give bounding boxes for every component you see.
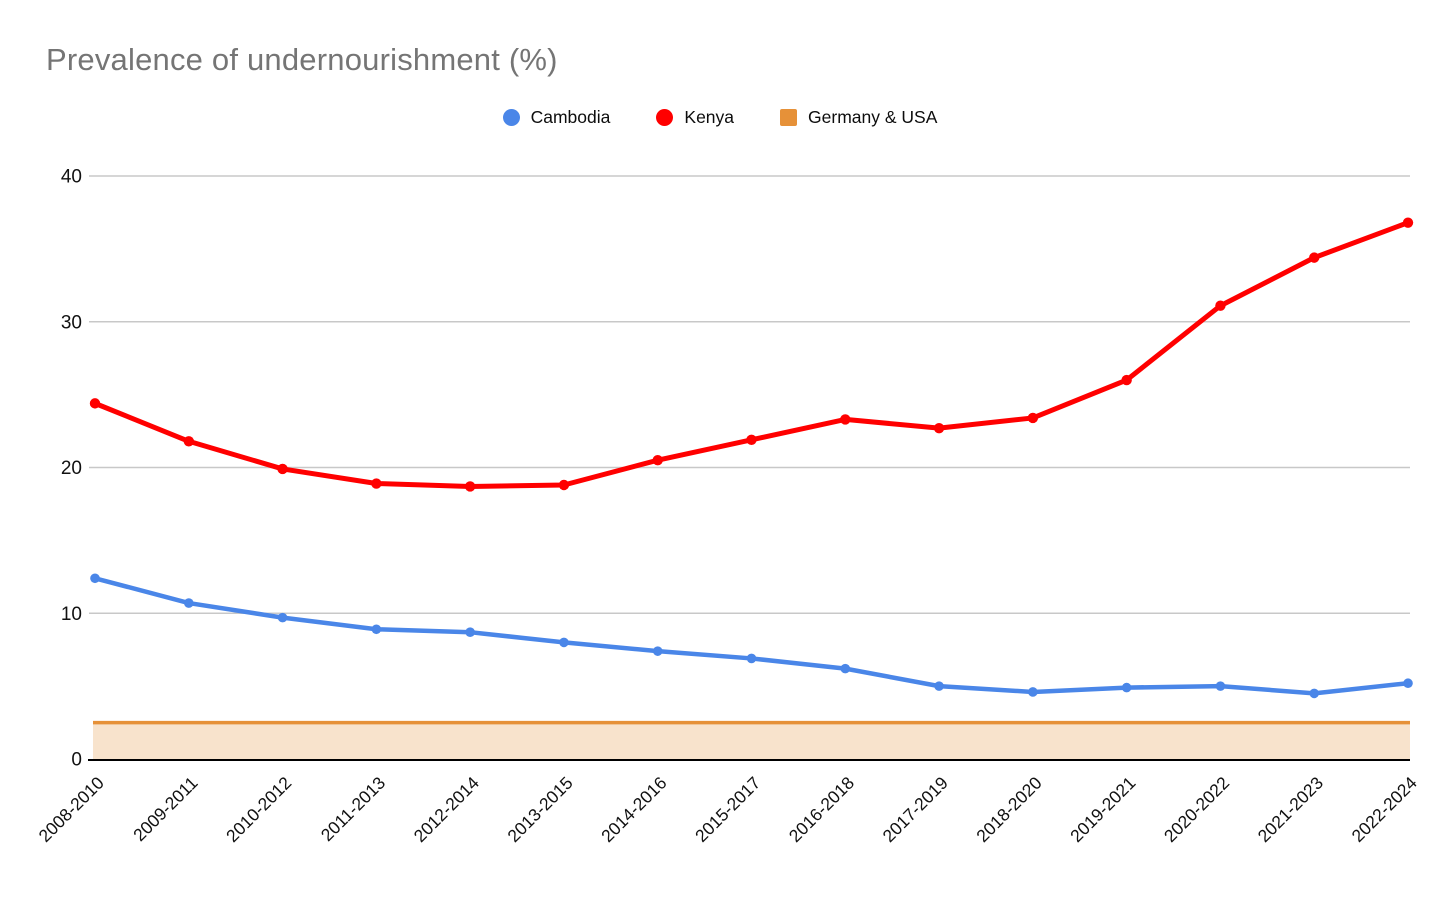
legend-circle-swatch-icon: [502, 109, 520, 126]
kenya-point-4: [464, 481, 476, 492]
cambodia-point-3: [371, 624, 382, 635]
cambodia-point-9: [934, 681, 944, 691]
legend-item-label: Cambodia: [530, 107, 611, 127]
kenya-point-6: [652, 455, 663, 466]
x-tick-label-1: 2009-2011: [129, 773, 201, 845]
x-tick-label-4: 2012-2014: [410, 773, 484, 847]
x-tick-label-14: 2022-2024: [1347, 773, 1421, 847]
legend-item-cambodia[interactable]: Cambodia: [502, 107, 611, 128]
x-tick-label-8: 2016-2018: [785, 773, 858, 846]
cambodia-point-0: [90, 573, 100, 584]
cambodia-point-12: [1215, 681, 1226, 691]
kenya-point-3: [371, 478, 382, 489]
kenya-point-9: [933, 422, 945, 434]
kenya-point-14: [1402, 217, 1414, 228]
legend: Cambodia Kenya Germany & USA: [0, 107, 1440, 128]
kenya-point-12: [1215, 300, 1226, 311]
cambodia-point-13: [1309, 688, 1320, 699]
cambodia-line: [92, 576, 1411, 696]
legend-square-swatch-icon: [780, 109, 798, 126]
kenya-point-5: [558, 479, 570, 491]
cambodia-point-8: [840, 663, 851, 674]
legend-item-kenya[interactable]: Kenya: [656, 107, 734, 128]
kenya-point-11: [1121, 374, 1132, 386]
x-tick-label-13: 2021-2023: [1254, 773, 1327, 846]
x-tick-label-2: 2010-2012: [222, 773, 295, 846]
kenya-point-2: [277, 463, 288, 475]
cambodia-point-4: [465, 627, 475, 637]
kenya-point-1: [183, 436, 194, 447]
kenya-line: [92, 220, 1411, 489]
cambodia-point-6: [652, 646, 663, 656]
chart-title: Prevalence of undernourishment (%): [46, 42, 558, 77]
x-tick-label-12: 2020-2022: [1160, 773, 1233, 846]
cambodia-point-10: [1028, 687, 1038, 697]
kenya-point-8: [840, 414, 851, 425]
legend-circle-swatch-icon: [656, 109, 674, 126]
kenya-point-7: [746, 434, 757, 446]
x-tick-label-5: 2013-2015: [503, 773, 576, 846]
cambodia-point-5: [559, 637, 569, 648]
germany-usa-band: [93, 722, 1410, 759]
cambodia-point-1: [183, 598, 194, 608]
y-tick-label-30: 30: [61, 312, 82, 333]
x-tick-label-6: 2014-2016: [597, 773, 670, 846]
kenya-point-0: [89, 398, 101, 409]
kenya-point-10: [1027, 412, 1039, 424]
x-tick-label-9: 2017-2019: [879, 773, 952, 846]
cambodia-point-2: [277, 612, 288, 623]
legend-item-label: Kenya: [684, 107, 735, 127]
x-tick-label-7: 2015-2017: [691, 773, 764, 846]
cambodia-point-11: [1121, 682, 1132, 693]
x-tick-label-3: 2011-2013: [317, 773, 389, 845]
legend-item-label: Germany & USA: [808, 107, 938, 127]
x-tick-label-0: 2008-2010: [34, 773, 108, 847]
y-tick-label-0: 0: [71, 750, 82, 771]
y-tick-label-20: 20: [61, 458, 82, 479]
cambodia-point-7: [746, 653, 757, 664]
legend-item-germany-usa[interactable]: Germany & USA: [780, 107, 937, 128]
x-tick-label-11: 2019-2021: [1066, 773, 1139, 846]
cambodia-point-14: [1403, 678, 1413, 689]
y-tick-label-10: 10: [61, 604, 82, 625]
y-tick-label-40: 40: [61, 167, 82, 188]
kenya-point-13: [1309, 252, 1320, 263]
x-tick-label-10: 2018-2020: [972, 773, 1046, 847]
